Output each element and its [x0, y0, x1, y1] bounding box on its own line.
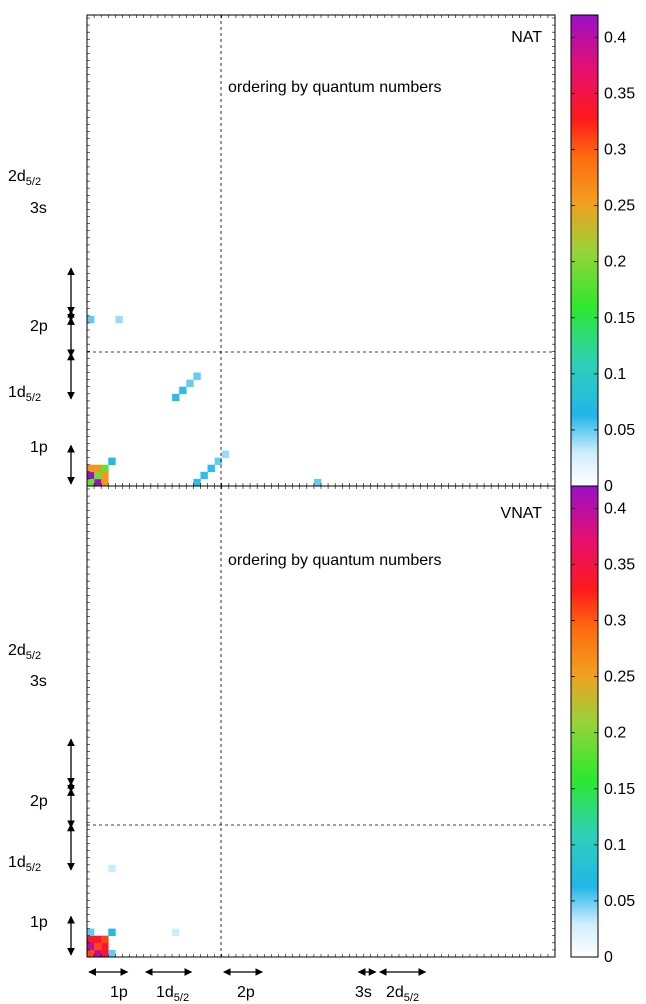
x-axis-group-labels: 1p 1d5/2 2p 3s 2d5/2 — [88, 968, 427, 1004]
colorbar-tick-label: 0.2 — [604, 254, 626, 271]
panel-annotation: ordering by quantum numbers — [228, 79, 441, 96]
y-group-label: 1p — [30, 914, 48, 931]
y-group-label: 3s — [30, 200, 47, 217]
x-group-label: 1p — [110, 984, 128, 1001]
heatmap-cell — [101, 935, 109, 944]
heatmap-cell — [108, 949, 116, 958]
heatmap-panel-nat: NAT ordering by quantum numbers 1p 1d5/2 2… — [8, 14, 635, 495]
y-group-label: 1d5/2 — [8, 384, 41, 404]
heatmap-panel-vnat: VNAT ordering by quantum numbers 1p 1d5/2… — [8, 485, 635, 966]
x-group-label: 2d5/2 — [386, 984, 419, 1004]
heatmap-cell — [87, 478, 95, 487]
y-group-label: 2d5/2 — [8, 642, 41, 662]
colorbar-tick-label: 0.35 — [604, 86, 635, 103]
panel-label: VNAT — [501, 505, 543, 522]
tick-marks — [86, 486, 556, 958]
heatmap-cell — [221, 450, 230, 458]
colorbar-gradient — [570, 485, 599, 958]
heatmap-cell — [172, 393, 180, 402]
heatmap-cell — [87, 315, 95, 324]
heatmap-cell — [108, 457, 116, 466]
heatmap-cell — [313, 478, 322, 487]
heatmap-cell — [172, 928, 180, 937]
heatmap-cell — [87, 464, 95, 473]
heatmap-cell — [200, 471, 208, 480]
heatmap-cell — [179, 386, 187, 395]
heatmap-cell — [193, 478, 201, 487]
y-group-label: 2d5/2 — [8, 168, 41, 188]
heatmap-cell — [94, 942, 102, 951]
colorbar-tick-label: 0 — [604, 478, 613, 495]
panel-label: NAT — [511, 29, 542, 46]
y-axis-group-labels: 1p 1d5/2 2p 3s 2d5/2 — [8, 642, 75, 956]
colorbar-tick-label: 0.05 — [604, 422, 635, 439]
heatmap-cell — [214, 457, 223, 466]
colorbar-tick-label: 0 — [604, 949, 613, 966]
heatmap-cell — [108, 864, 116, 873]
heatmap-cell — [94, 471, 102, 480]
colorbar-tick-label: 0.2 — [604, 725, 626, 742]
heatmap-cell — [94, 478, 102, 487]
heatmap-cell — [94, 949, 102, 958]
colorbar: 0 0.05 0.1 0.15 0.2 0.25 0.3 0.35 0.4 — [570, 14, 635, 495]
heatmap-cell — [101, 478, 109, 487]
heatmap-cell — [87, 935, 95, 944]
colorbar-tick-label: 0.3 — [604, 142, 626, 159]
heatmap-cell — [87, 471, 95, 480]
colorbar: 0 0.05 0.1 0.15 0.2 0.25 0.3 0.35 0.4 — [570, 485, 635, 966]
x-group-label: 1d5/2 — [156, 984, 189, 1004]
x-group-label: 3s — [355, 984, 372, 1001]
colorbar-tick-label: 0.15 — [604, 781, 635, 798]
colorbar-tick-label: 0.3 — [604, 613, 626, 630]
colorbar-tick-label: 0.4 — [604, 500, 626, 517]
colorbar-tick-label: 0.1 — [604, 366, 626, 383]
heatmap-cell — [101, 942, 109, 951]
heatmap-cell — [193, 372, 201, 380]
y-group-label: 1p — [30, 439, 48, 456]
heatmap-cells-nat — [87, 315, 322, 487]
heatmap-cell — [87, 928, 95, 937]
heatmap-cell — [101, 471, 109, 480]
heatmap-cells-vnat — [87, 864, 180, 958]
heatmap-cell — [115, 315, 123, 324]
colorbar-tick-label: 0.05 — [604, 893, 635, 910]
heatmap-cell — [101, 464, 109, 473]
y-group-label: 2p — [30, 793, 48, 810]
colorbar-tick-label: 0.1 — [604, 837, 626, 854]
colorbar-tick-label: 0.25 — [604, 669, 635, 686]
heatmap-cell — [87, 942, 95, 951]
colorbar-tick-label: 0.35 — [604, 557, 635, 574]
y-group-label: 2p — [30, 318, 48, 335]
heatmap-cell — [186, 379, 194, 388]
panel-annotation: ordering by quantum numbers — [228, 552, 441, 569]
colorbar-gradient — [570, 14, 599, 487]
heatmap-cell — [108, 928, 116, 937]
y-group-label: 1d5/2 — [8, 854, 41, 874]
colorbar-tick-label: 0.25 — [604, 198, 635, 215]
y-group-label: 3s — [30, 673, 47, 690]
heatmap-cell — [101, 949, 109, 958]
colorbar-tick-label: 0.4 — [604, 29, 626, 46]
y-axis-group-labels: 1p 1d5/2 2p 3s 2d5/2 — [8, 168, 75, 485]
heatmap-cell — [87, 949, 95, 958]
heatmap-cell — [207, 464, 215, 473]
heatmap-cell — [94, 464, 102, 473]
x-group-label: 2p — [237, 984, 255, 1001]
heatmap-cell — [94, 935, 102, 944]
colorbar-tick-label: 0.15 — [604, 310, 635, 327]
